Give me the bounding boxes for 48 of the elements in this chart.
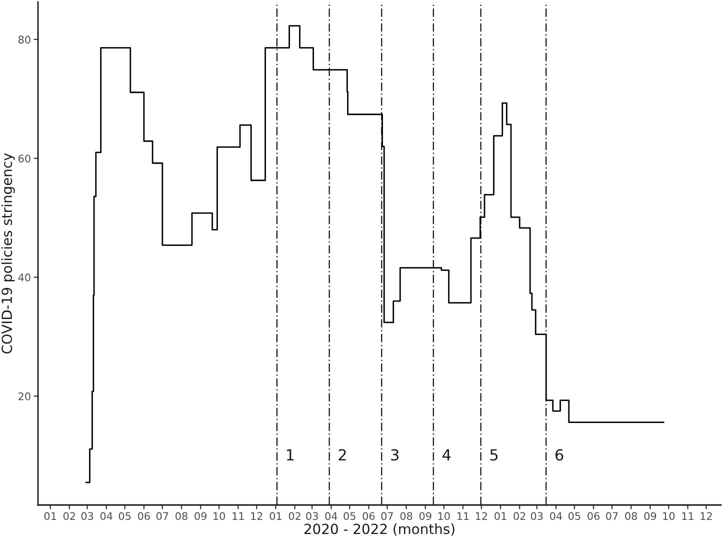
- ref-line-label: 4: [442, 449, 451, 460]
- x-tick-label: 07: [156, 512, 168, 520]
- ref-line-label: 5: [490, 449, 498, 461]
- y-axis-title: COVID-19 policies stringency: [1, 153, 15, 354]
- x-tick-label: 06: [362, 512, 375, 520]
- ref-line-label: 6: [555, 449, 564, 461]
- x-tick-label: 05: [118, 512, 131, 520]
- x-tick-label: 09: [194, 512, 206, 520]
- y-tick-label: 20: [18, 392, 30, 400]
- x-tick-label: 11: [457, 512, 469, 520]
- x-tick-label: 03: [530, 512, 543, 520]
- x-axis-title: 2020 - 2022 (months): [304, 523, 454, 536]
- x-tick-label: 08: [176, 512, 188, 520]
- ref-line-label: 3: [391, 449, 398, 461]
- x-tick-label: 04: [100, 512, 112, 520]
- x-tick-label: 10: [214, 512, 225, 520]
- x-tick-label: 07: [381, 512, 393, 520]
- x-tick-label: 02: [288, 512, 300, 520]
- x-tick-label: 11: [682, 512, 694, 520]
- x-tick-label: 12: [476, 512, 488, 520]
- x-tick-label: 02: [63, 512, 75, 520]
- x-tick-label: 05: [568, 512, 580, 520]
- y-tick-label: 40: [18, 274, 30, 282]
- x-tick-label: 12: [700, 512, 712, 520]
- x-tick-label: 08: [625, 512, 637, 520]
- x-tick-label: 04: [550, 512, 562, 520]
- y-tick-label: 60: [18, 154, 30, 162]
- x-tick-label: 03: [306, 512, 318, 520]
- x-tick-label: 09: [419, 512, 432, 520]
- x-tick-label: 01: [270, 512, 282, 520]
- x-tick-label: 09: [644, 512, 656, 520]
- x-tick-label: 08: [400, 512, 412, 520]
- x-tick-label: 11: [232, 512, 244, 520]
- x-tick-label: 06: [588, 512, 600, 520]
- y-tick-label: 80: [18, 36, 30, 44]
- x-tick-label: 01: [44, 512, 56, 520]
- x-tick-label: 07: [606, 512, 618, 520]
- x-tick-label: 02: [514, 512, 526, 520]
- x-tick-label: 04: [325, 512, 338, 520]
- x-tick-label: 10: [663, 512, 675, 520]
- x-tick-label: 10: [438, 512, 450, 520]
- x-tick-label: 05: [344, 512, 356, 520]
- x-tick-label: 12: [251, 512, 262, 520]
- x-tick-label: 06: [138, 512, 150, 520]
- x-tick-label: 01: [494, 512, 506, 520]
- ref-line-label: 1: [286, 449, 294, 460]
- ref-line-label: 2: [338, 449, 346, 460]
- x-tick-label: 03: [81, 512, 94, 520]
